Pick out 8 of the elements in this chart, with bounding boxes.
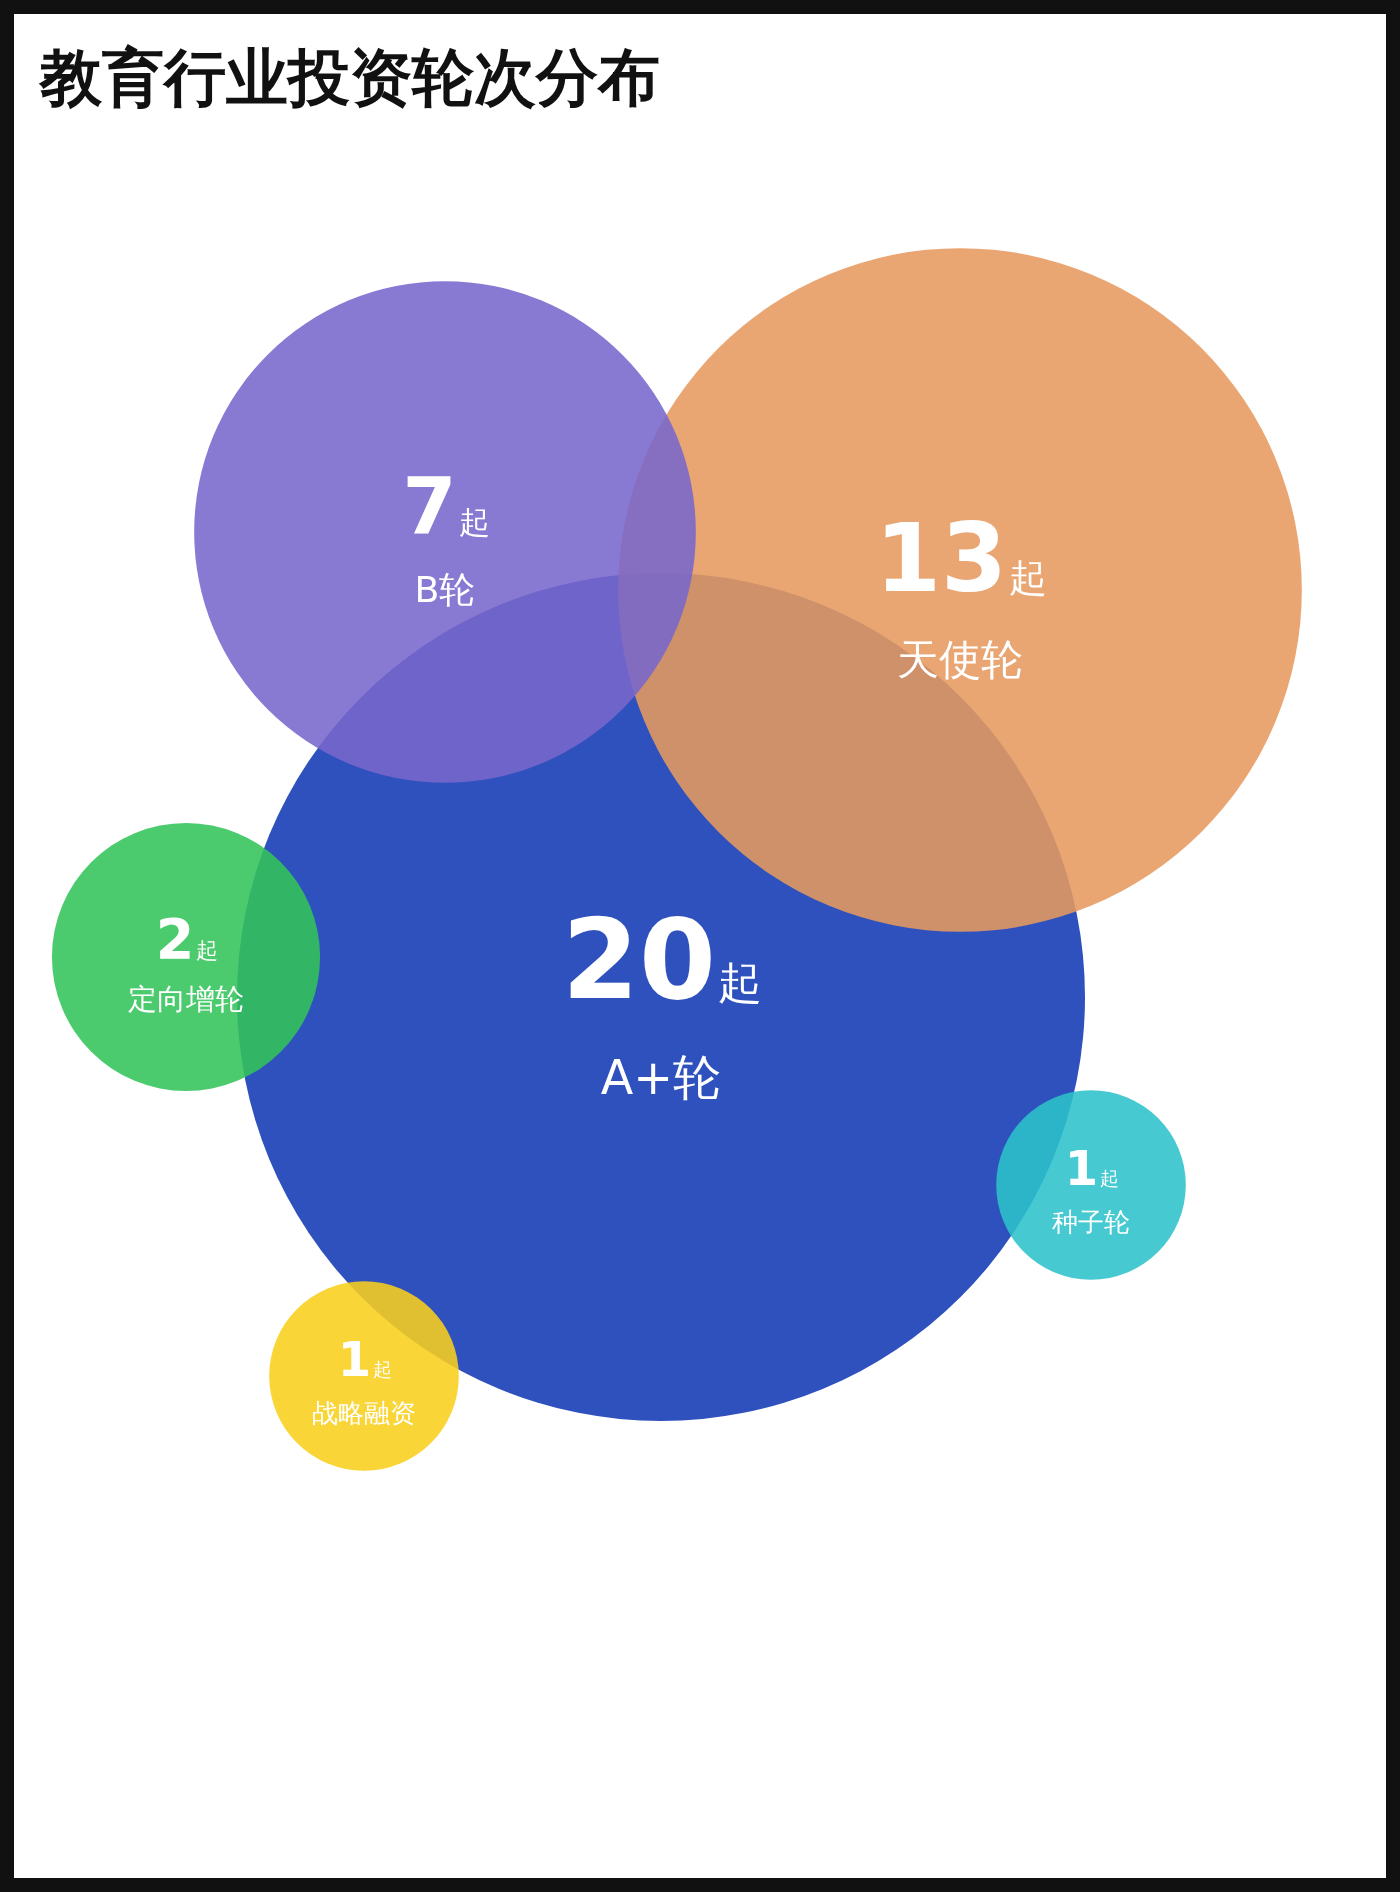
text: 教育行业投资轮次分布 — [40, 40, 660, 116]
category-label: 种子轮 — [1052, 1207, 1130, 1238]
category-label: B轮 — [414, 568, 476, 612]
category-label: 定向增轮 — [128, 982, 244, 1017]
category-label: A+轮 — [600, 1049, 722, 1105]
data-label: 20起 — [562, 895, 762, 1025]
category-label: 天使轮 — [897, 635, 1023, 685]
category-label: 战略融资 — [312, 1398, 416, 1429]
